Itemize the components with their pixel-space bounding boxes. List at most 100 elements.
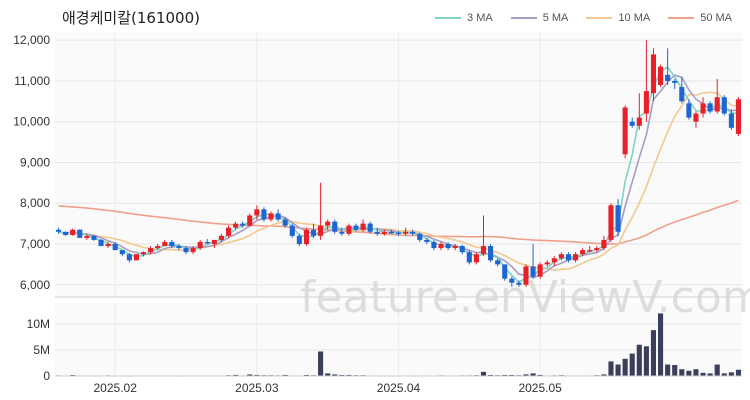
candle-body: [282, 219, 288, 226]
legend-item-50ma: 50 MA: [668, 12, 732, 24]
candle-body: [155, 246, 161, 249]
legend-swatch-50ma: [668, 17, 695, 19]
price-tick-label: 6,000: [20, 278, 50, 292]
candle-body: [374, 231, 380, 234]
x-tick-label: 2025.02: [94, 381, 138, 395]
candle-body: [211, 239, 217, 244]
candle-body: [622, 107, 628, 155]
candle-body: [381, 231, 387, 234]
volume-bar: [530, 373, 536, 376]
chart-title: 애경케미칼(161000): [62, 9, 200, 27]
candle-body: [105, 244, 111, 247]
volume-bar: [537, 374, 543, 376]
candle-body: [629, 121, 635, 126]
candle-body: [162, 241, 168, 247]
candle-body: [77, 229, 83, 238]
volume-bar: [643, 346, 649, 376]
candle-body: [693, 113, 699, 122]
x-tick-label: 2025.05: [518, 381, 562, 395]
candle-body: [339, 231, 345, 234]
candle-body: [325, 221, 331, 226]
candle-body: [480, 246, 487, 255]
candle-body: [573, 254, 579, 261]
candle-body: [714, 97, 720, 112]
volume-tick-label: 10M: [27, 317, 50, 331]
candle-body: [424, 239, 430, 242]
candle-body: [218, 235, 224, 240]
candle-body: [367, 223, 373, 232]
candle-body: [650, 54, 657, 94]
candle-body: [332, 221, 338, 232]
volume-bar: [650, 330, 657, 376]
candle-body: [91, 235, 97, 240]
volume-bar: [679, 369, 685, 376]
candle-body: [502, 264, 508, 279]
candle-body: [353, 225, 359, 230]
candle-body: [721, 97, 727, 114]
volume-bar: [480, 371, 487, 376]
volume-bar: [629, 353, 635, 376]
volume-bar: [339, 374, 345, 376]
candle-body: [254, 209, 260, 216]
candle-body: [608, 205, 614, 240]
volume-bar: [658, 313, 664, 376]
volume-bar: [735, 369, 742, 376]
candle-body: [615, 205, 621, 232]
candle-body: [169, 241, 175, 247]
candle-body: [665, 74, 671, 81]
candle-body: [516, 282, 522, 285]
volume-bar: [700, 372, 706, 376]
legend-item-10ma: 10 MA: [586, 12, 650, 24]
volume-bar: [509, 374, 515, 376]
candle-body: [112, 244, 118, 251]
candle-body: [346, 225, 352, 234]
volume-bar: [332, 374, 338, 376]
candle-body: [204, 241, 210, 244]
candle-body: [403, 231, 409, 234]
candle-body: [183, 248, 189, 253]
volume-bar: [728, 372, 734, 376]
volume-bar: [714, 364, 720, 376]
volume-bar: [707, 373, 713, 376]
candle-body: [544, 262, 550, 265]
legend-item-5ma: 5 MA: [510, 12, 569, 24]
candle-body: [310, 229, 317, 236]
candle-body: [133, 254, 139, 261]
candle-body: [636, 117, 642, 126]
candle-body: [438, 244, 444, 249]
candle-body: [523, 266, 529, 285]
candle-body: [466, 252, 472, 263]
legend-label-10ma: 10 MA: [618, 12, 651, 24]
candle-body: [303, 229, 309, 244]
candle-body: [98, 239, 104, 247]
volume-bar: [325, 373, 331, 376]
candle-body: [452, 246, 458, 249]
candle-body: [233, 223, 239, 228]
candle-body: [445, 244, 451, 249]
price-tick-label: 12,000: [13, 33, 50, 47]
candle-body: [289, 225, 295, 236]
candle-body: [643, 91, 649, 114]
candle-body: [176, 246, 182, 249]
volume-bar: [721, 373, 727, 376]
candle-body: [580, 250, 586, 255]
candle-body: [537, 264, 543, 277]
candle-body: [240, 223, 246, 226]
volume-bar: [247, 374, 253, 376]
legend-label-5ma: 5 MA: [542, 12, 569, 24]
volume-bar: [233, 374, 239, 376]
chart-legend: 3 MA 5 MA 10 MA 50 MA: [435, 12, 732, 24]
candle-body: [261, 209, 267, 220]
candle-body: [70, 229, 76, 236]
legend-label-3ma: 3 MA: [467, 12, 493, 24]
candle-body: [275, 213, 281, 220]
candle-body: [672, 80, 678, 83]
candle-body: [495, 260, 501, 265]
volume-bar: [601, 374, 607, 376]
candle-body: [601, 239, 607, 249]
volume-bar: [502, 374, 508, 376]
candle-body: [190, 248, 196, 253]
candle-body: [126, 254, 132, 261]
candle-body: [679, 87, 685, 102]
price-tick-label: 10,000: [13, 115, 50, 129]
